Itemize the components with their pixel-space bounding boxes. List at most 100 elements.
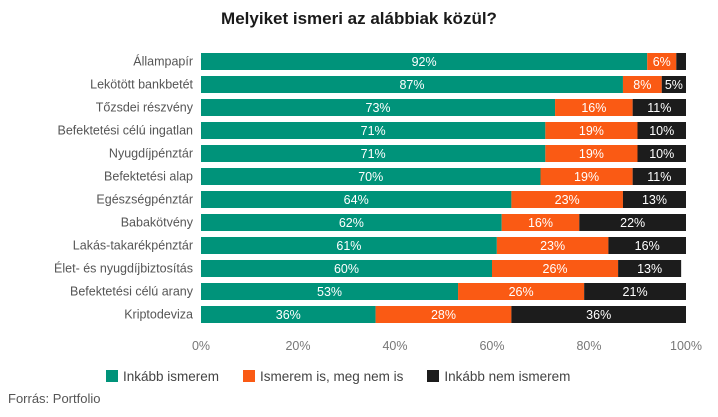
legend-swatch-partly-known — [243, 370, 256, 382]
bar-segment — [511, 191, 623, 208]
bar-segment — [584, 283, 686, 300]
x-tick-label: 20% — [285, 339, 310, 353]
x-tick-label: 40% — [382, 339, 407, 353]
bar-segment — [647, 53, 677, 70]
bar-segment — [555, 99, 633, 116]
legend-label-known: Inkább ismerem — [123, 368, 220, 384]
data-label: 8% — [633, 78, 651, 92]
bar-segment — [201, 168, 541, 185]
data-label: 53% — [317, 285, 342, 299]
x-tick-label: 0% — [192, 339, 210, 353]
bar-segment — [579, 214, 686, 231]
bar-segment — [637, 122, 686, 139]
bar-segment — [501, 214, 580, 231]
data-label: 26% — [543, 262, 568, 276]
bar-segment — [201, 99, 556, 116]
bar-segment — [608, 237, 686, 254]
data-label: 26% — [509, 285, 534, 299]
bar-segment — [661, 76, 686, 93]
source-note: Forrás: Portfolio — [8, 391, 101, 406]
chart-title: Melyiket ismeri az alábbiak közül? — [221, 9, 497, 28]
legend-item-known: Inkább ismerem — [106, 369, 219, 384]
data-label: 64% — [344, 193, 369, 207]
bar-segment — [622, 76, 662, 93]
data-label: 11% — [647, 101, 671, 115]
bar-segment — [201, 53, 648, 70]
bar-segment — [201, 260, 492, 277]
bar-segment — [492, 260, 619, 277]
category-label: Tőzsdei részvény — [96, 101, 194, 115]
category-label: Egészségpénztár — [96, 193, 193, 207]
data-label: 61% — [336, 239, 361, 253]
data-label: 13% — [637, 262, 662, 276]
data-label: 16% — [581, 101, 606, 115]
data-label: 21% — [623, 285, 648, 299]
category-label: Befektetési célú arany — [70, 285, 194, 299]
category-label: Babakötvény — [121, 216, 194, 230]
bar-segment — [545, 122, 638, 139]
bar-segment — [201, 191, 512, 208]
data-label: 73% — [366, 101, 391, 115]
category-label: Lekötött bankbetét — [90, 78, 193, 92]
data-label: 10% — [649, 147, 674, 161]
category-label: Állampapír — [133, 54, 193, 69]
bar-segment — [201, 76, 623, 93]
category-label: Befektetési alap — [104, 170, 193, 184]
legend-swatch-unknown — [427, 370, 440, 382]
bar-segment — [637, 145, 686, 162]
data-label: 16% — [635, 239, 660, 253]
category-label: Nyugdíjpénztár — [109, 147, 193, 161]
data-label: 70% — [358, 170, 383, 184]
data-label: 71% — [361, 147, 386, 161]
bar-segment — [622, 191, 686, 208]
legend-label-unknown: Inkább nem ismerem — [444, 368, 571, 384]
bar-segment — [375, 306, 512, 323]
bar-segment — [458, 283, 585, 300]
data-label: 36% — [276, 308, 301, 322]
data-label: 23% — [540, 239, 565, 253]
data-label: 19% — [574, 170, 599, 184]
data-label: 28% — [431, 308, 456, 322]
x-tick-label: 60% — [479, 339, 504, 353]
data-label: 92% — [412, 55, 437, 69]
bar-segment — [545, 145, 638, 162]
data-label: 13% — [642, 193, 667, 207]
legend-label-partly-known: Ismerem is, meg nem is — [260, 368, 404, 384]
data-label: 16% — [528, 216, 553, 230]
bar-segment — [496, 237, 609, 254]
category-label: Befektetési célú ingatlan — [57, 124, 193, 138]
bar-segment — [676, 53, 686, 70]
category-label: Élet- és nyugdíjbiztosítás — [54, 261, 193, 276]
data-label: 10% — [649, 124, 674, 138]
data-label: 23% — [555, 193, 580, 207]
bar-segment — [201, 237, 497, 254]
bar-segment — [201, 122, 546, 139]
data-label: 19% — [579, 124, 604, 138]
bar-segment — [201, 306, 376, 323]
legend-item-unknown: Inkább nem ismerem — [427, 369, 570, 384]
category-label: Lakás-takarékpénztár — [73, 239, 193, 253]
category-label: Kriptodeviza — [124, 308, 193, 322]
bar-segment — [632, 168, 686, 185]
data-label: 22% — [620, 216, 645, 230]
bar-segment — [201, 214, 502, 231]
data-label: 6% — [653, 55, 671, 69]
data-label: 62% — [339, 216, 364, 230]
legend-swatch-known — [106, 370, 118, 382]
data-label: 5% — [665, 78, 683, 92]
data-label: 87% — [399, 78, 424, 92]
legend-item-partly-known: Ismerem is, meg nem is — [243, 369, 403, 384]
data-label: 60% — [334, 262, 359, 276]
bar-segment — [201, 283, 459, 300]
bar-segment — [201, 145, 546, 162]
x-tick-label: 100% — [670, 339, 702, 353]
bar-segment — [540, 168, 633, 185]
data-label: 19% — [579, 147, 604, 161]
data-label: 36% — [586, 308, 611, 322]
bar-segment — [632, 99, 686, 116]
bar-segment — [511, 306, 686, 323]
bar-segment — [618, 260, 682, 277]
data-label: 71% — [361, 124, 386, 138]
legend: Inkább ismerem Ismerem is, meg nem is In… — [106, 367, 594, 385]
